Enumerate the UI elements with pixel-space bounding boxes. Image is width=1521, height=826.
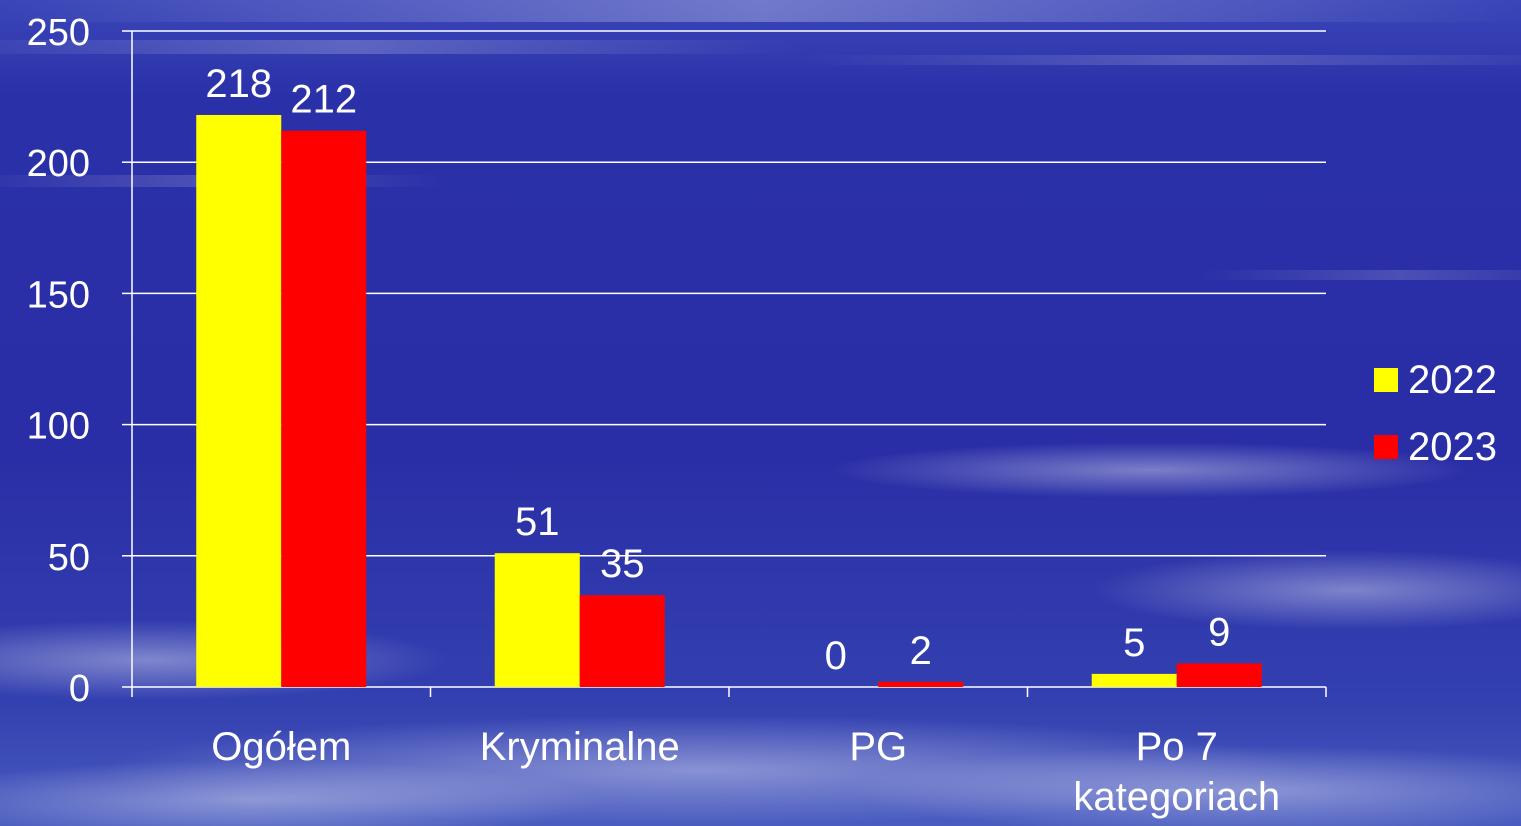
bar-2023-1 — [579, 595, 665, 687]
bar-2023-2 — [878, 681, 964, 687]
legend-label: 2023 — [1408, 425, 1497, 469]
category-label-line: Po 7 — [1136, 725, 1218, 769]
y-tick-label: 50 — [48, 537, 90, 579]
bars — [196, 114, 1262, 687]
y-tick-label: 150 — [27, 274, 90, 316]
category-label: Po 7 kategoriach — [1073, 725, 1280, 819]
data-label: 2 — [910, 629, 932, 673]
legend-swatch-2022 — [1374, 368, 1398, 392]
category-labels: Ogółem Kryminalne PG Po 7 kategoriach — [211, 725, 1280, 819]
y-axis-ticks: 0 50 100 150 200 250 — [27, 12, 132, 710]
bar-2023-0 — [281, 130, 367, 687]
y-tick-label: 250 — [27, 12, 90, 54]
category-label: Kryminalne — [480, 725, 680, 769]
data-label: 5 — [1123, 621, 1145, 665]
category-label: PG — [849, 725, 907, 769]
category-label-line: PG — [849, 725, 907, 769]
bar-2022-0 — [196, 114, 282, 687]
y-tick-label: 200 — [27, 143, 90, 185]
data-label: 218 — [205, 62, 272, 106]
y-tick-label: 0 — [69, 668, 90, 710]
legend-swatch-2023 — [1374, 435, 1398, 459]
y-tick-label: 100 — [27, 406, 90, 448]
data-label: 35 — [600, 542, 645, 586]
legend-label: 2022 — [1408, 358, 1497, 402]
category-label: Ogółem — [211, 725, 351, 769]
data-label: 51 — [515, 500, 560, 544]
category-label-line: Ogółem — [211, 725, 351, 769]
legend: 2022 2023 — [1374, 358, 1497, 469]
bar-2023-3 — [1176, 663, 1262, 687]
data-label: 212 — [290, 78, 357, 122]
bar-2022-1 — [494, 553, 580, 687]
bar-2022-3 — [1091, 673, 1177, 687]
data-label: 9 — [1208, 610, 1230, 654]
category-label-line: Kryminalne — [480, 725, 680, 769]
data-labels: 218 212 51 35 0 2 5 9 — [205, 62, 1230, 678]
data-label: 0 — [825, 634, 847, 678]
category-label-line: kategoriach — [1073, 775, 1280, 819]
